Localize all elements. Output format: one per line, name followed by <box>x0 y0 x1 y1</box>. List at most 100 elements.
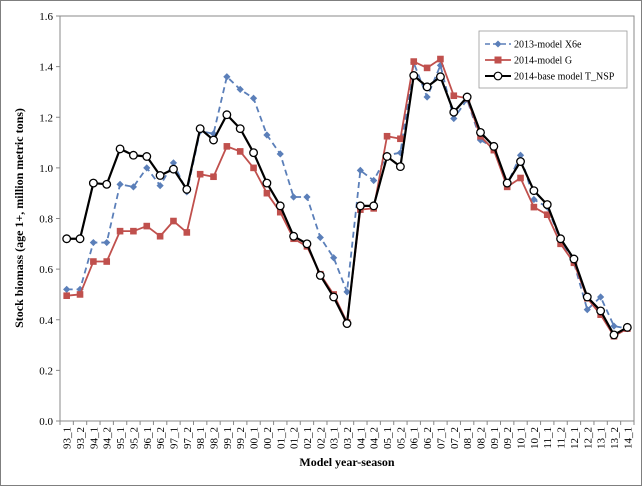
data-point <box>556 234 566 244</box>
x-tick-label: 06_2 <box>422 427 434 449</box>
x-tick-label: 04_1 <box>355 427 367 449</box>
data-point <box>169 159 178 167</box>
x-tick-label: 10_2 <box>529 427 541 449</box>
data-point <box>355 201 365 211</box>
data-point <box>542 200 552 210</box>
legend-item-x6e: 2013-model X6e <box>485 40 582 51</box>
data-point <box>382 152 392 161</box>
data-point <box>262 178 272 188</box>
x-tick-label: 01_1 <box>275 427 287 449</box>
data-point <box>196 170 204 178</box>
x-tick-label: 04_2 <box>369 427 381 449</box>
data-point <box>610 322 618 330</box>
y-tick-label: 0.4 <box>39 315 53 327</box>
y-axis: 0.0 0.2 0.4 0.6 0.8 1.0 1.2 1.4 1.6 <box>39 11 60 428</box>
data-point <box>76 291 84 298</box>
data-point <box>116 227 124 235</box>
data-point <box>156 181 164 190</box>
x-tick-label: 98_2 <box>209 427 221 449</box>
data-point <box>63 292 70 300</box>
data-point <box>569 254 579 264</box>
data-point <box>276 208 284 216</box>
data-point <box>249 94 258 102</box>
data-point <box>290 193 298 201</box>
data-point <box>582 292 592 302</box>
data-point <box>303 193 311 201</box>
x-tick-label: 96_1 <box>142 427 154 449</box>
y-tick-label: 0.2 <box>39 365 53 377</box>
legend-square-marker <box>494 56 502 64</box>
x-axis: 93_1 93_2 94_1 94_2 95_1 95_2 96_1 96_2 97_1 97_2… <box>59 421 635 449</box>
data-point <box>89 238 97 247</box>
x-tick-label: 97_1 <box>168 427 180 449</box>
data-point <box>115 144 125 154</box>
data-point <box>90 258 97 265</box>
y-tick-label: 0.6 <box>39 264 53 276</box>
x-tick-label: 95_1 <box>115 427 127 449</box>
x-tick-label: 99_1 <box>222 427 234 449</box>
x-tick-label: 07_2 <box>449 427 461 449</box>
data-point <box>450 114 458 123</box>
data-point <box>530 195 538 204</box>
x-tick-label: 98_1 <box>195 427 207 449</box>
data-point <box>435 72 445 82</box>
data-point <box>543 211 551 219</box>
data-point <box>530 203 538 211</box>
x-tick-label: 97_2 <box>182 427 194 449</box>
y-tick-label: 0.0 <box>39 416 53 428</box>
data-point <box>223 143 231 150</box>
data-point <box>183 229 191 236</box>
data-point <box>116 180 124 188</box>
y-tick-label: 1.2 <box>39 112 53 124</box>
data-point <box>489 141 499 151</box>
x-tick-label: 08_2 <box>475 427 487 449</box>
x-tick-label: 93_1 <box>62 427 74 449</box>
data-point <box>302 239 312 249</box>
data-point <box>622 322 632 332</box>
x-tick-label: 94_2 <box>102 427 114 449</box>
data-point <box>128 150 138 160</box>
data-point <box>356 166 364 175</box>
data-point <box>557 240 564 248</box>
data-point <box>103 238 111 247</box>
data-point <box>450 92 458 100</box>
data-point <box>330 254 338 262</box>
x-tick-label: 03_2 <box>342 427 354 449</box>
data-point <box>423 93 431 101</box>
x-tick-label: 01_2 <box>289 427 301 449</box>
data-point <box>182 184 192 194</box>
data-point <box>516 151 525 159</box>
data-point <box>395 162 405 172</box>
x-tick-label: 03_1 <box>329 427 341 449</box>
x-tick-label: 94_1 <box>88 427 100 449</box>
x-tick-label: 02_2 <box>315 427 327 449</box>
x-tick-label: 08_1 <box>462 427 474 449</box>
legend-item-t-nsp: 2014-base model T_NSP <box>485 72 615 83</box>
data-point <box>410 58 418 65</box>
x-tick-label: 02_1 <box>302 427 314 449</box>
data-point <box>449 107 459 117</box>
data-point <box>102 179 112 189</box>
data-point <box>195 124 205 134</box>
x-tick-label: 06_1 <box>409 427 421 449</box>
data-point <box>423 64 431 72</box>
data-point <box>596 306 606 316</box>
x-tick-label: 05_1 <box>382 427 394 449</box>
legend-label-x6e: 2013-model X6e <box>514 40 582 51</box>
x-tick-label: 96_2 <box>155 427 167 449</box>
data-point <box>63 285 71 293</box>
data-point <box>289 231 299 241</box>
data-point <box>143 222 151 230</box>
data-point <box>437 55 444 63</box>
data-point <box>315 271 325 280</box>
data-point <box>597 293 605 301</box>
x-tick-label: 95_2 <box>128 427 140 449</box>
data-point <box>476 127 485 137</box>
legend-label-g: 2014-model G <box>514 56 572 67</box>
legend: 2013-model X6e 2014-model G 2014-base mo… <box>478 30 628 89</box>
x-tick-label: 07_1 <box>435 427 447 449</box>
data-point <box>103 258 111 265</box>
x-tick-label: 00_1 <box>249 427 261 449</box>
